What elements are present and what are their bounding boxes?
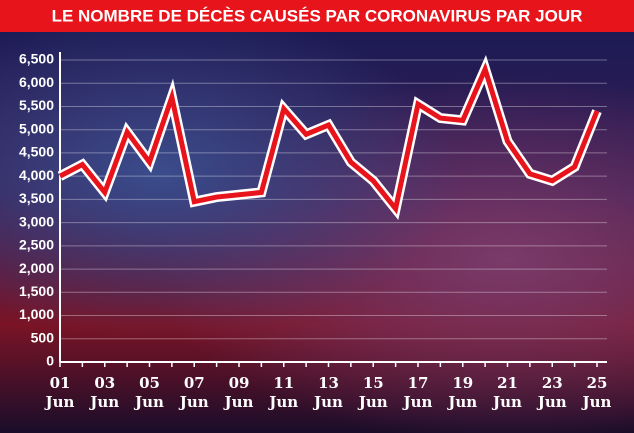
x-tick-label: 19 Jun — [448, 374, 478, 411]
y-tick-label: 6,000 — [19, 74, 54, 90]
y-tick-label: 0 — [46, 353, 54, 369]
y-tick-label: 3,500 — [19, 190, 54, 206]
title-bar — [0, 0, 634, 32]
x-tick-label: 07 Jun — [179, 374, 209, 411]
y-tick-label: 6,500 — [19, 51, 54, 67]
y-tick-label: 2,000 — [19, 260, 54, 276]
line — [58, 62, 600, 215]
x-tick-label: 09 Jun — [224, 374, 254, 411]
y-tick-label: 4,000 — [19, 167, 54, 183]
y-tick-label: 5,000 — [19, 120, 54, 136]
y-tick-label: 1,000 — [19, 306, 54, 322]
line-outline — [57, 55, 602, 221]
y-tick-label: 4,500 — [19, 144, 54, 160]
x-tick-label: 15 Jun — [358, 374, 388, 411]
y-tick-label: 5,500 — [19, 97, 54, 113]
y-tick-label: 1,500 — [19, 283, 54, 299]
x-tick-label: 13 Jun — [314, 374, 343, 411]
y-tick-label: 2,500 — [19, 237, 54, 253]
x-tick-label: 11 Jun — [269, 374, 299, 411]
x-tick-label: 23 Jun — [537, 374, 567, 411]
chart-title: LE NOMBRE DE DÉCÈS CAUSÉS PAR CORONAVIRU… — [52, 6, 583, 25]
x-tick-label: 01 Jun — [45, 374, 75, 411]
x-tick-label: 03 Jun — [90, 374, 120, 411]
y-tick-label: 500 — [31, 329, 55, 345]
x-tick-label: 17 Jun — [403, 374, 433, 411]
y-tick-label: 3,000 — [19, 213, 54, 229]
x-tick-label: 25 Jun — [582, 374, 612, 411]
x-tick-label: 21 Jun — [493, 374, 522, 411]
x-tick-label: 05 Jun — [135, 374, 164, 411]
